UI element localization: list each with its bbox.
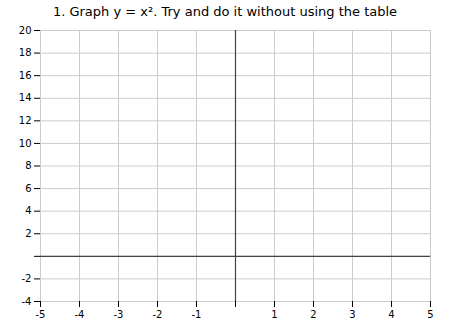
svg-text:16: 16 (19, 69, 32, 80)
svg-text:8: 8 (25, 160, 31, 171)
svg-text:-5: -5 (36, 308, 46, 319)
svg-text:1: 1 (271, 308, 277, 319)
html-text:1. Graph y = x². Try and do it: 1. Graph y = x². Try and do it without u… (52, 4, 398, 19)
svg-text:4: 4 (25, 205, 31, 216)
svg-text:-4: -4 (75, 308, 85, 319)
svg-text:2: 2 (310, 308, 316, 319)
svg-text:18: 18 (19, 47, 32, 58)
svg-text:3: 3 (349, 308, 355, 319)
svg-text:-2: -2 (153, 308, 163, 319)
svg-text:10: 10 (19, 137, 32, 148)
svg-text:2: 2 (25, 228, 31, 239)
svg-text:5: 5 (427, 308, 433, 319)
svg-text:6: 6 (25, 182, 31, 193)
svg-text:20: 20 (19, 24, 32, 35)
svg-text:-2: -2 (22, 273, 32, 284)
svg-text:12: 12 (19, 115, 32, 126)
svg-text:14: 14 (19, 92, 32, 103)
svg-text:-1: -1 (192, 308, 202, 319)
svg-text:4: 4 (388, 308, 394, 319)
svg-text:-4: -4 (22, 295, 32, 306)
svg-text:-3: -3 (114, 308, 124, 319)
